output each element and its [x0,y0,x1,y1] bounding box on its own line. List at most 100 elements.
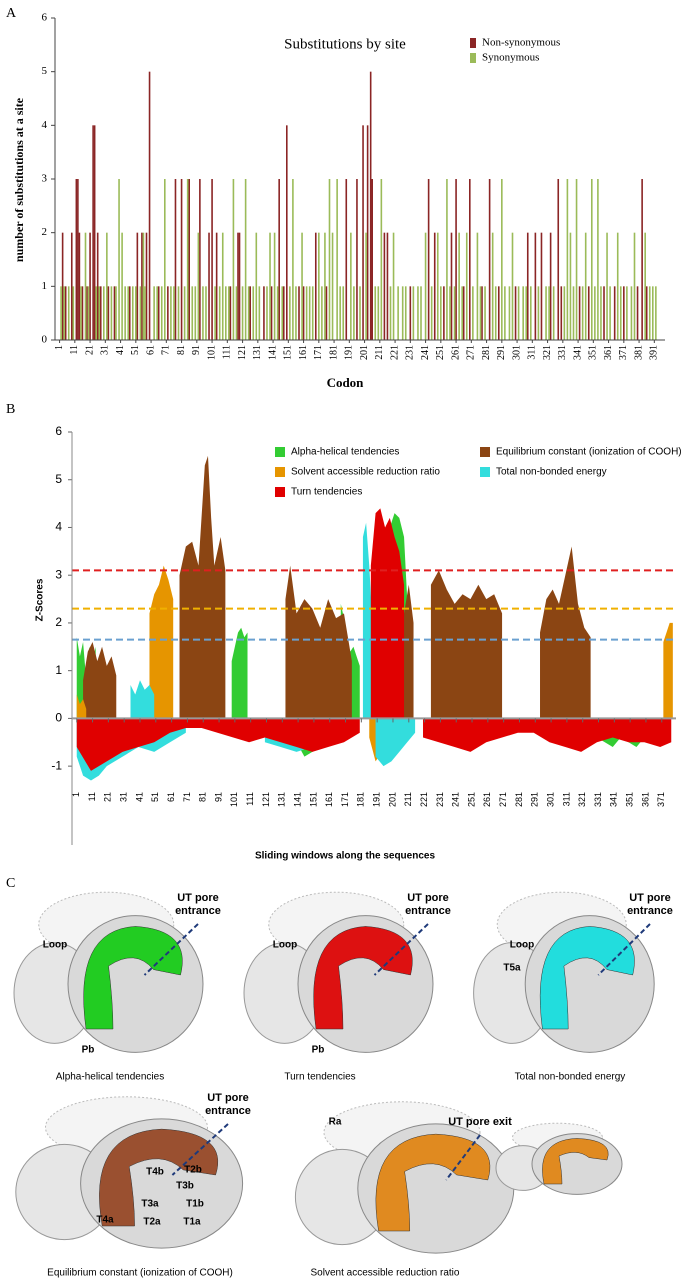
x-tick-label: 31 [119,792,129,802]
x-tick-label: 181 [328,345,339,360]
legend-label: Equilibrium constant (ionization of COOH… [496,447,682,458]
x-tick-label: 31 [100,345,111,355]
structure-image [13,891,204,1053]
pore-pointer [171,1123,229,1176]
bar [86,286,88,340]
bar [619,286,622,340]
x-tick-label: 251 [466,792,476,807]
y-tick-label: 0 [42,334,48,346]
bar [325,286,328,340]
bar [465,232,468,340]
bar [124,286,126,340]
x-tick-label: 131 [252,345,263,360]
structure-label: T5a [503,963,521,974]
legend-label: Synonymous [482,52,539,64]
bar [497,286,500,340]
y-tick-label: 0 [55,711,62,725]
caption: Alpha-helical tendencies [56,1072,164,1083]
bar [359,286,361,340]
bar [278,179,280,340]
bar [75,179,78,340]
bar [641,179,643,340]
structure-label: T4a [96,1215,114,1226]
bar [345,179,348,340]
x-tick-label: 251 [435,345,446,360]
bar [328,179,331,340]
legend-swatch [480,447,490,457]
bar [417,286,419,340]
bar [84,232,87,340]
bar [298,286,300,340]
y-tick-label: 4 [55,520,62,534]
bar [238,232,241,340]
x-tick-label: 301 [545,792,555,807]
bar [365,232,367,340]
y-tick-label: 6 [55,424,62,438]
bar [142,232,145,340]
bar [655,286,657,340]
bar [289,286,291,340]
x-tick-label: 361 [640,792,650,807]
bar [63,286,65,340]
y-axis-label: Z-Scores [35,578,46,621]
caption: Total non-bonded energy [515,1072,626,1083]
bar [218,286,221,340]
bar [484,286,486,340]
bar [121,232,123,340]
x-tick-label: 161 [298,345,309,360]
bar [188,179,190,340]
bar [552,286,555,340]
structure-label: T2b [184,1165,202,1176]
bar [273,232,276,340]
bar [202,286,204,340]
bar [78,232,81,340]
pore-label: UT pore [177,892,219,904]
bar [324,232,326,340]
x-tick-label: 281 [481,345,492,360]
pore-label: UT pore [407,892,449,904]
bar [508,286,511,340]
bar [99,286,102,340]
bar [70,232,73,340]
bar [386,232,389,340]
bar [92,125,94,340]
bar [64,286,67,340]
y-tick-label: 3 [55,567,62,581]
x-tick-label: 101 [206,345,217,360]
x-tick-label: 11 [87,792,97,801]
legend-label: Turn tendencies [291,487,362,498]
y-tick-label: 2 [55,615,62,629]
area [83,455,591,719]
structure-label: T4b [146,1167,164,1178]
bar [420,286,422,340]
x-tick-label: 61 [145,345,156,355]
structure-image [495,1122,623,1195]
bar [302,286,305,340]
bar [479,286,482,340]
y-tick-label: 1 [55,663,62,677]
bar [545,286,547,340]
bar [401,286,404,340]
x-tick-label: 261 [450,345,461,360]
x-tick-label: 151 [308,792,318,807]
bar [301,232,303,340]
y-tick-label: 3 [42,173,48,185]
y-tick-label: 2 [42,226,48,238]
y-tick-label: 6 [42,12,48,24]
bar [557,179,560,340]
panel-label: B [6,402,15,417]
x-tick-label: 11 [69,345,80,355]
bar [584,232,587,340]
x-tick-label: 351 [588,345,599,360]
bar [594,286,596,340]
structure-label: Loop [43,940,67,951]
bar [534,232,537,340]
structure-label: T2a [143,1217,161,1228]
bar [148,71,151,341]
bar [427,179,430,340]
bar [380,179,383,340]
bar [331,232,334,340]
bar [292,179,294,340]
bar [494,286,497,340]
bar [235,286,238,340]
